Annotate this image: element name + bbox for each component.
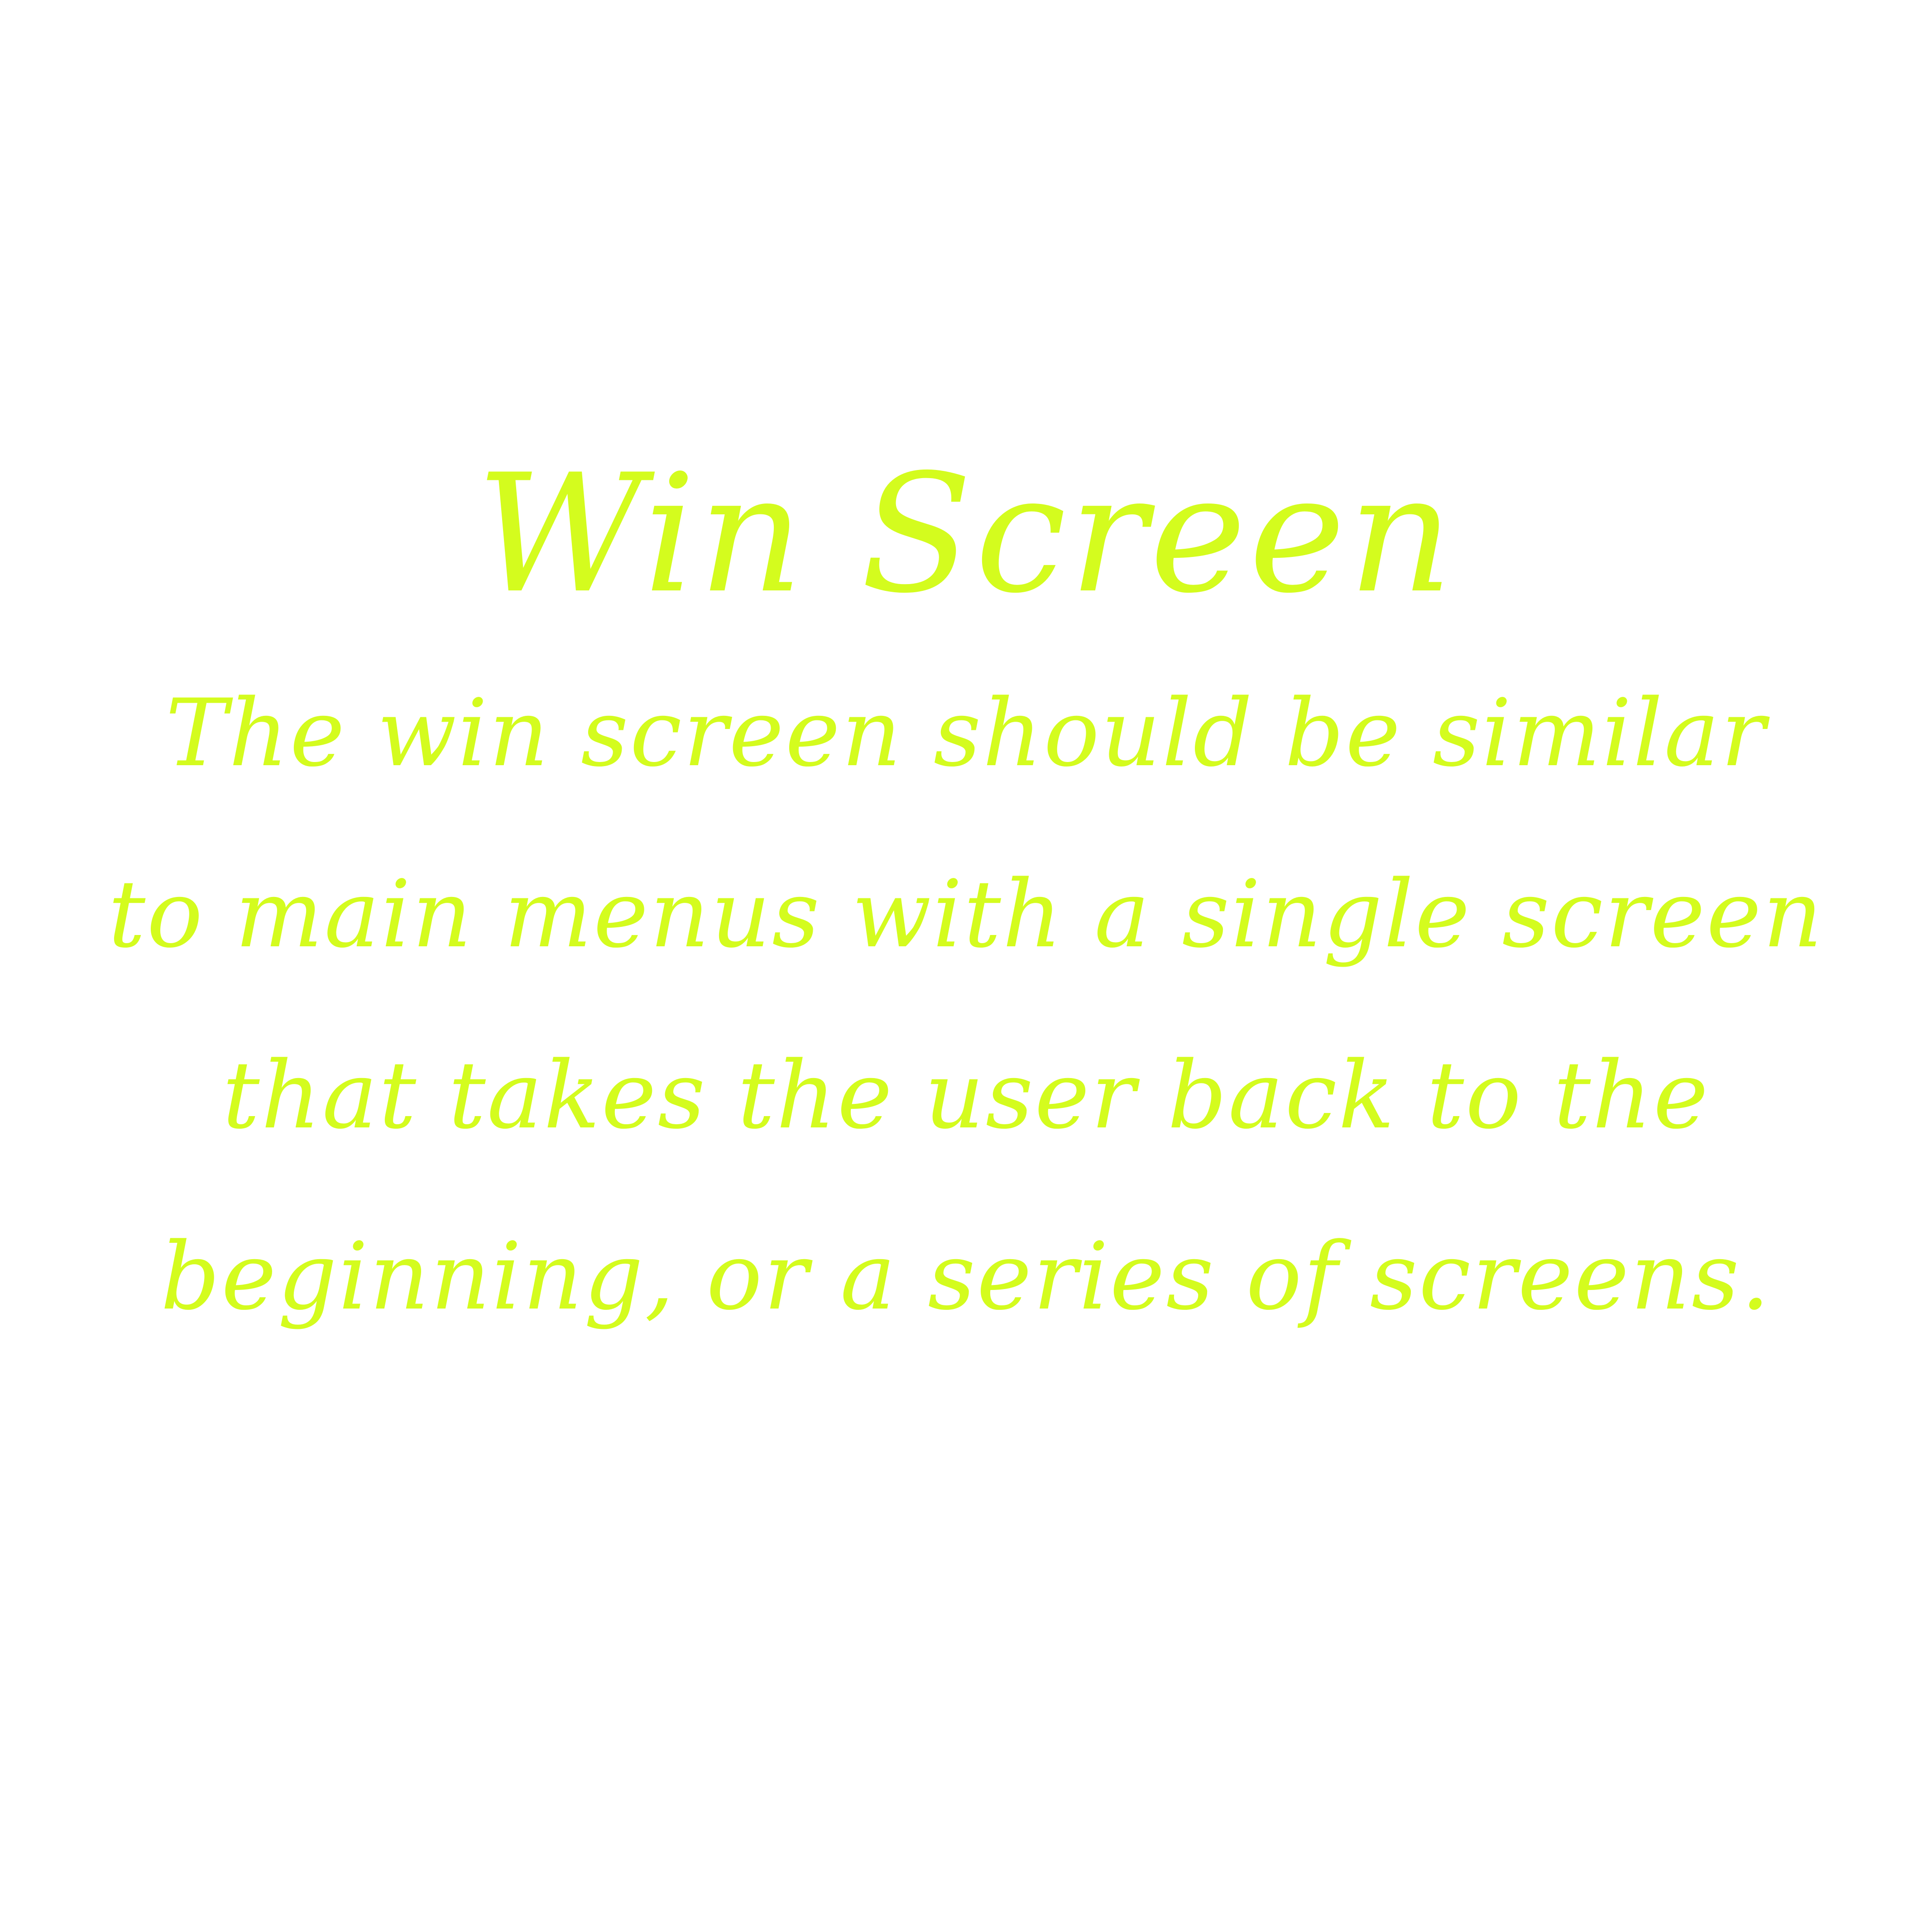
page-title: Win Screen bbox=[476, 439, 1456, 629]
description-text: The win screen should be similar to main… bbox=[0, 643, 1932, 1367]
description-line-2: to main menus with a single screen bbox=[108, 861, 1824, 968]
description-line-4: beginning, or a series of screens. bbox=[160, 1223, 1772, 1331]
description-line-3: that takes the user back to the bbox=[222, 1042, 1710, 1150]
description-line-1: The win screen should be similar bbox=[165, 680, 1767, 787]
win-screen-content: Win Screen The win screen should be simi… bbox=[0, 426, 1932, 1367]
